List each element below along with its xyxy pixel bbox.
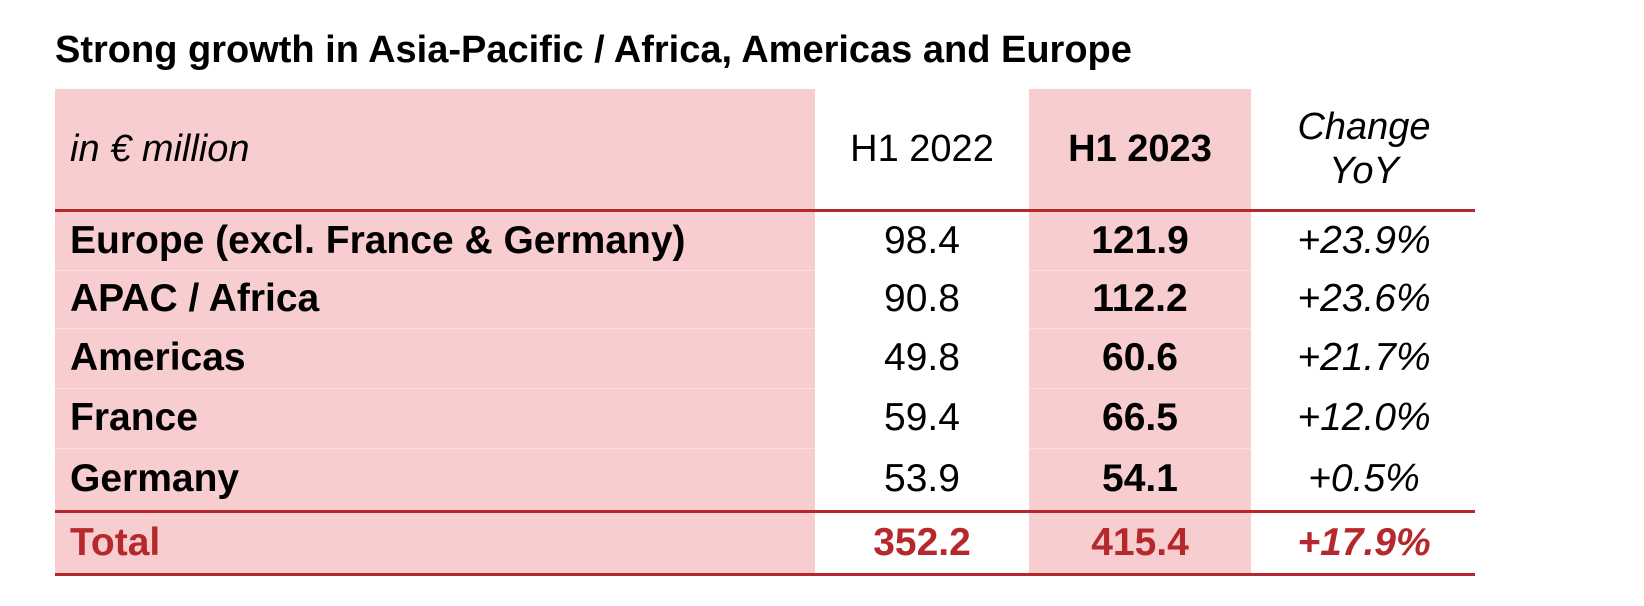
change-value: +23.6% xyxy=(1297,277,1431,320)
h1-2023-value: 54.1 xyxy=(1102,456,1178,500)
h1-2022-value: 49.8 xyxy=(884,336,960,379)
chart-title: Strong growth in Asia-Pacific / Africa, … xyxy=(55,29,1132,71)
h1-2023-value: 66.5 xyxy=(1102,396,1178,439)
column-header-h1-2023: H1 2023 xyxy=(1068,127,1212,170)
total-h1-2023-value: 415.4 xyxy=(1091,521,1189,564)
row-label: Americas xyxy=(70,336,246,379)
h1-2022-value: 98.4 xyxy=(884,219,960,262)
h1-2023-column-shade xyxy=(1029,89,1251,575)
row-separator xyxy=(55,388,1475,389)
table-header-row: in € million H1 2022 H1 2023 Change YoY xyxy=(0,89,1644,209)
total-label: Total xyxy=(70,521,161,564)
h1-2023-value: 60.6 xyxy=(1102,336,1178,379)
row-label: France xyxy=(70,396,198,439)
total-bottom-rule xyxy=(55,573,1475,576)
h1-2022-value: 59.4 xyxy=(884,396,960,439)
table-row: Germany 53.9 54.1 +0.5% xyxy=(0,448,1644,509)
total-top-rule xyxy=(55,510,1475,513)
change-value: +21.7% xyxy=(1297,336,1431,379)
table-row: Americas 49.8 60.6 +21.7% xyxy=(0,328,1644,388)
row-separator xyxy=(55,448,1475,449)
row-label: APAC / Africa xyxy=(70,277,320,320)
header-rule xyxy=(55,209,1475,212)
row-separator xyxy=(55,270,1475,271)
table-row: APAC / Africa 90.8 112.2 +23.6% xyxy=(0,270,1644,328)
column-header-change-line1: Change xyxy=(1297,106,1431,148)
h1-2023-value: 112.2 xyxy=(1092,277,1188,320)
total-row: Total 352.2 415.4 +17.9% xyxy=(0,513,1644,573)
row-label: Germany xyxy=(70,456,240,500)
table-row: Europe (excl. France & Germany) 98.4 121… xyxy=(0,212,1644,270)
row-separator xyxy=(55,328,1475,329)
column-header-h1-2022: H1 2022 xyxy=(850,127,994,170)
h1-2022-value: 90.8 xyxy=(884,277,960,320)
h1-2022-value: 53.9 xyxy=(884,456,960,500)
label-column-shade xyxy=(55,89,815,575)
total-change-value: +17.9% xyxy=(1297,521,1431,564)
change-value: +0.5% xyxy=(1308,456,1420,500)
total-h1-2022-value: 352.2 xyxy=(873,521,971,564)
table-row: France 59.4 66.5 +12.0% xyxy=(0,388,1644,448)
h1-2023-value: 121.9 xyxy=(1091,219,1189,262)
unit-label: in € million xyxy=(70,127,250,170)
row-label: Europe (excl. France & Germany) xyxy=(70,219,686,262)
column-header-change-line2: YoY xyxy=(1329,150,1399,192)
change-value: +12.0% xyxy=(1297,396,1431,439)
change-value: +23.9% xyxy=(1297,219,1431,262)
column-header-change: Change YoY xyxy=(1253,89,1475,209)
